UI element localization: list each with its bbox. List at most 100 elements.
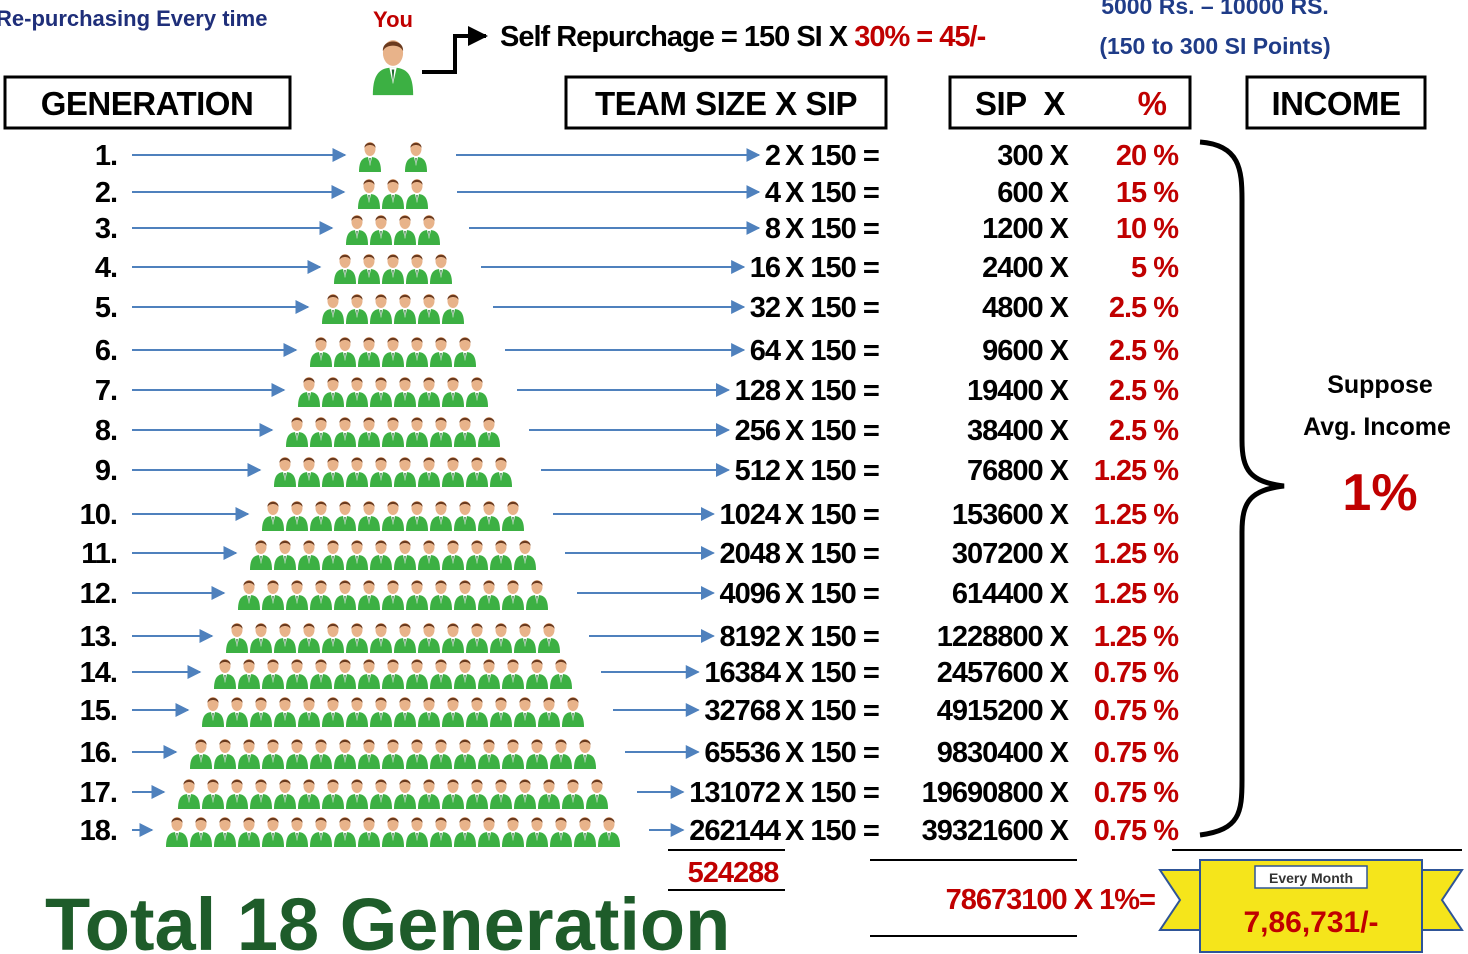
multiplier: X 150 = (785, 695, 879, 727)
person-icon (334, 817, 356, 847)
generation-label: 2. (95, 177, 117, 209)
generation-label: 11. (81, 538, 117, 570)
person-icon (310, 739, 332, 769)
person-icon (526, 580, 548, 610)
person-icon (442, 623, 464, 653)
person-icon (382, 254, 404, 284)
person-icon (454, 659, 476, 689)
range-line: 5000 Rs. – 10000 RS. (1101, 0, 1329, 19)
sip-value: 1200 X (982, 213, 1070, 245)
multiplier: X 150 = (785, 455, 879, 487)
team-size: 128 (735, 375, 781, 407)
person-icon (406, 739, 428, 769)
person-icon (322, 697, 344, 727)
team-size: 1024 (719, 499, 780, 531)
person-icon (454, 337, 476, 367)
person-icon (490, 623, 512, 653)
person-icon (430, 580, 452, 610)
person-icon (514, 697, 536, 727)
person-icon (418, 540, 440, 570)
generation-label: 5. (95, 292, 117, 324)
generation-label: 6. (95, 335, 117, 367)
person-icon (418, 697, 440, 727)
person-icon (442, 294, 464, 324)
multiplier: X 150 = (785, 737, 879, 769)
percent: 0.75 % (1094, 657, 1179, 689)
generation-label: 9. (95, 455, 117, 487)
person-icon (478, 739, 500, 769)
multiplier: X 150 = (785, 777, 879, 809)
person-icon (238, 739, 260, 769)
multiplier: X 150 = (785, 657, 879, 689)
person-icon (430, 254, 452, 284)
person-icon (430, 817, 452, 847)
person-icon (322, 779, 344, 809)
person-icon (394, 377, 416, 407)
person-icon (454, 501, 476, 531)
team-size: 512 (735, 455, 780, 487)
person-icon (418, 457, 440, 487)
person-icon (454, 817, 476, 847)
person-icon (394, 540, 416, 570)
person-icon (358, 417, 380, 447)
column-header: % (1138, 85, 1167, 122)
team-size: 32768 (704, 695, 781, 727)
person-icon (442, 779, 464, 809)
self-repurchase: Self Repurchage = 150 SI X 30% = 45/- (500, 21, 986, 53)
person-icon (298, 377, 320, 407)
multiplier: X 150 = (785, 621, 879, 653)
person-icon (490, 540, 512, 570)
person-icon (538, 623, 560, 653)
person-icon (466, 457, 488, 487)
person-icon (226, 623, 248, 653)
person-icon (466, 623, 488, 653)
person-icon (394, 457, 416, 487)
percent: 15 % (1116, 177, 1179, 209)
generation-label: 17. (80, 777, 117, 809)
person-icon (454, 739, 476, 769)
person-icon (238, 580, 260, 610)
person-icon (502, 817, 524, 847)
person-icon (370, 540, 392, 570)
person-icon (418, 377, 440, 407)
person-icon (442, 540, 464, 570)
person-icon (418, 215, 440, 245)
person-icon (358, 179, 380, 209)
person-icon (442, 697, 464, 727)
percent: 1.25 % (1094, 499, 1179, 531)
person-icon (370, 697, 392, 727)
sip-value: 307200 X (952, 538, 1070, 570)
person-icon (286, 417, 308, 447)
person-icon (334, 417, 356, 447)
self-repurchase-text: Self Repurchage = 150 SI X (500, 21, 849, 53)
person-icon (250, 697, 272, 727)
column-header: SIP X (975, 85, 1065, 122)
person-icon (406, 501, 428, 531)
person-icon (406, 580, 428, 610)
multiplier: X 150 = (785, 140, 879, 172)
team-size: 262144 (689, 815, 781, 847)
person-icon (406, 817, 428, 847)
person-icon (538, 697, 560, 727)
person-icon (550, 817, 572, 847)
person-icon (382, 501, 404, 531)
sip-value: 76800 X (967, 455, 1070, 487)
person-icon (478, 501, 500, 531)
sip-value: 38400 X (967, 415, 1070, 447)
multiplier: X 150 = (785, 252, 879, 284)
total-sip: 78673100 X 1%= (946, 884, 1155, 916)
person-icon (430, 739, 452, 769)
person-icon (346, 377, 368, 407)
person-icon (370, 377, 392, 407)
person-icon (562, 697, 584, 727)
team-size: 65536 (704, 737, 781, 769)
person-icon (418, 779, 440, 809)
person-icon (262, 817, 284, 847)
multiplier: X 150 = (785, 415, 879, 447)
sip-value: 4800 X (982, 292, 1070, 324)
person-icon (334, 739, 356, 769)
sip-value: 39321600 X (922, 815, 1070, 847)
person-icon (190, 817, 212, 847)
team-size: 16384 (704, 657, 781, 689)
person-icon (370, 457, 392, 487)
